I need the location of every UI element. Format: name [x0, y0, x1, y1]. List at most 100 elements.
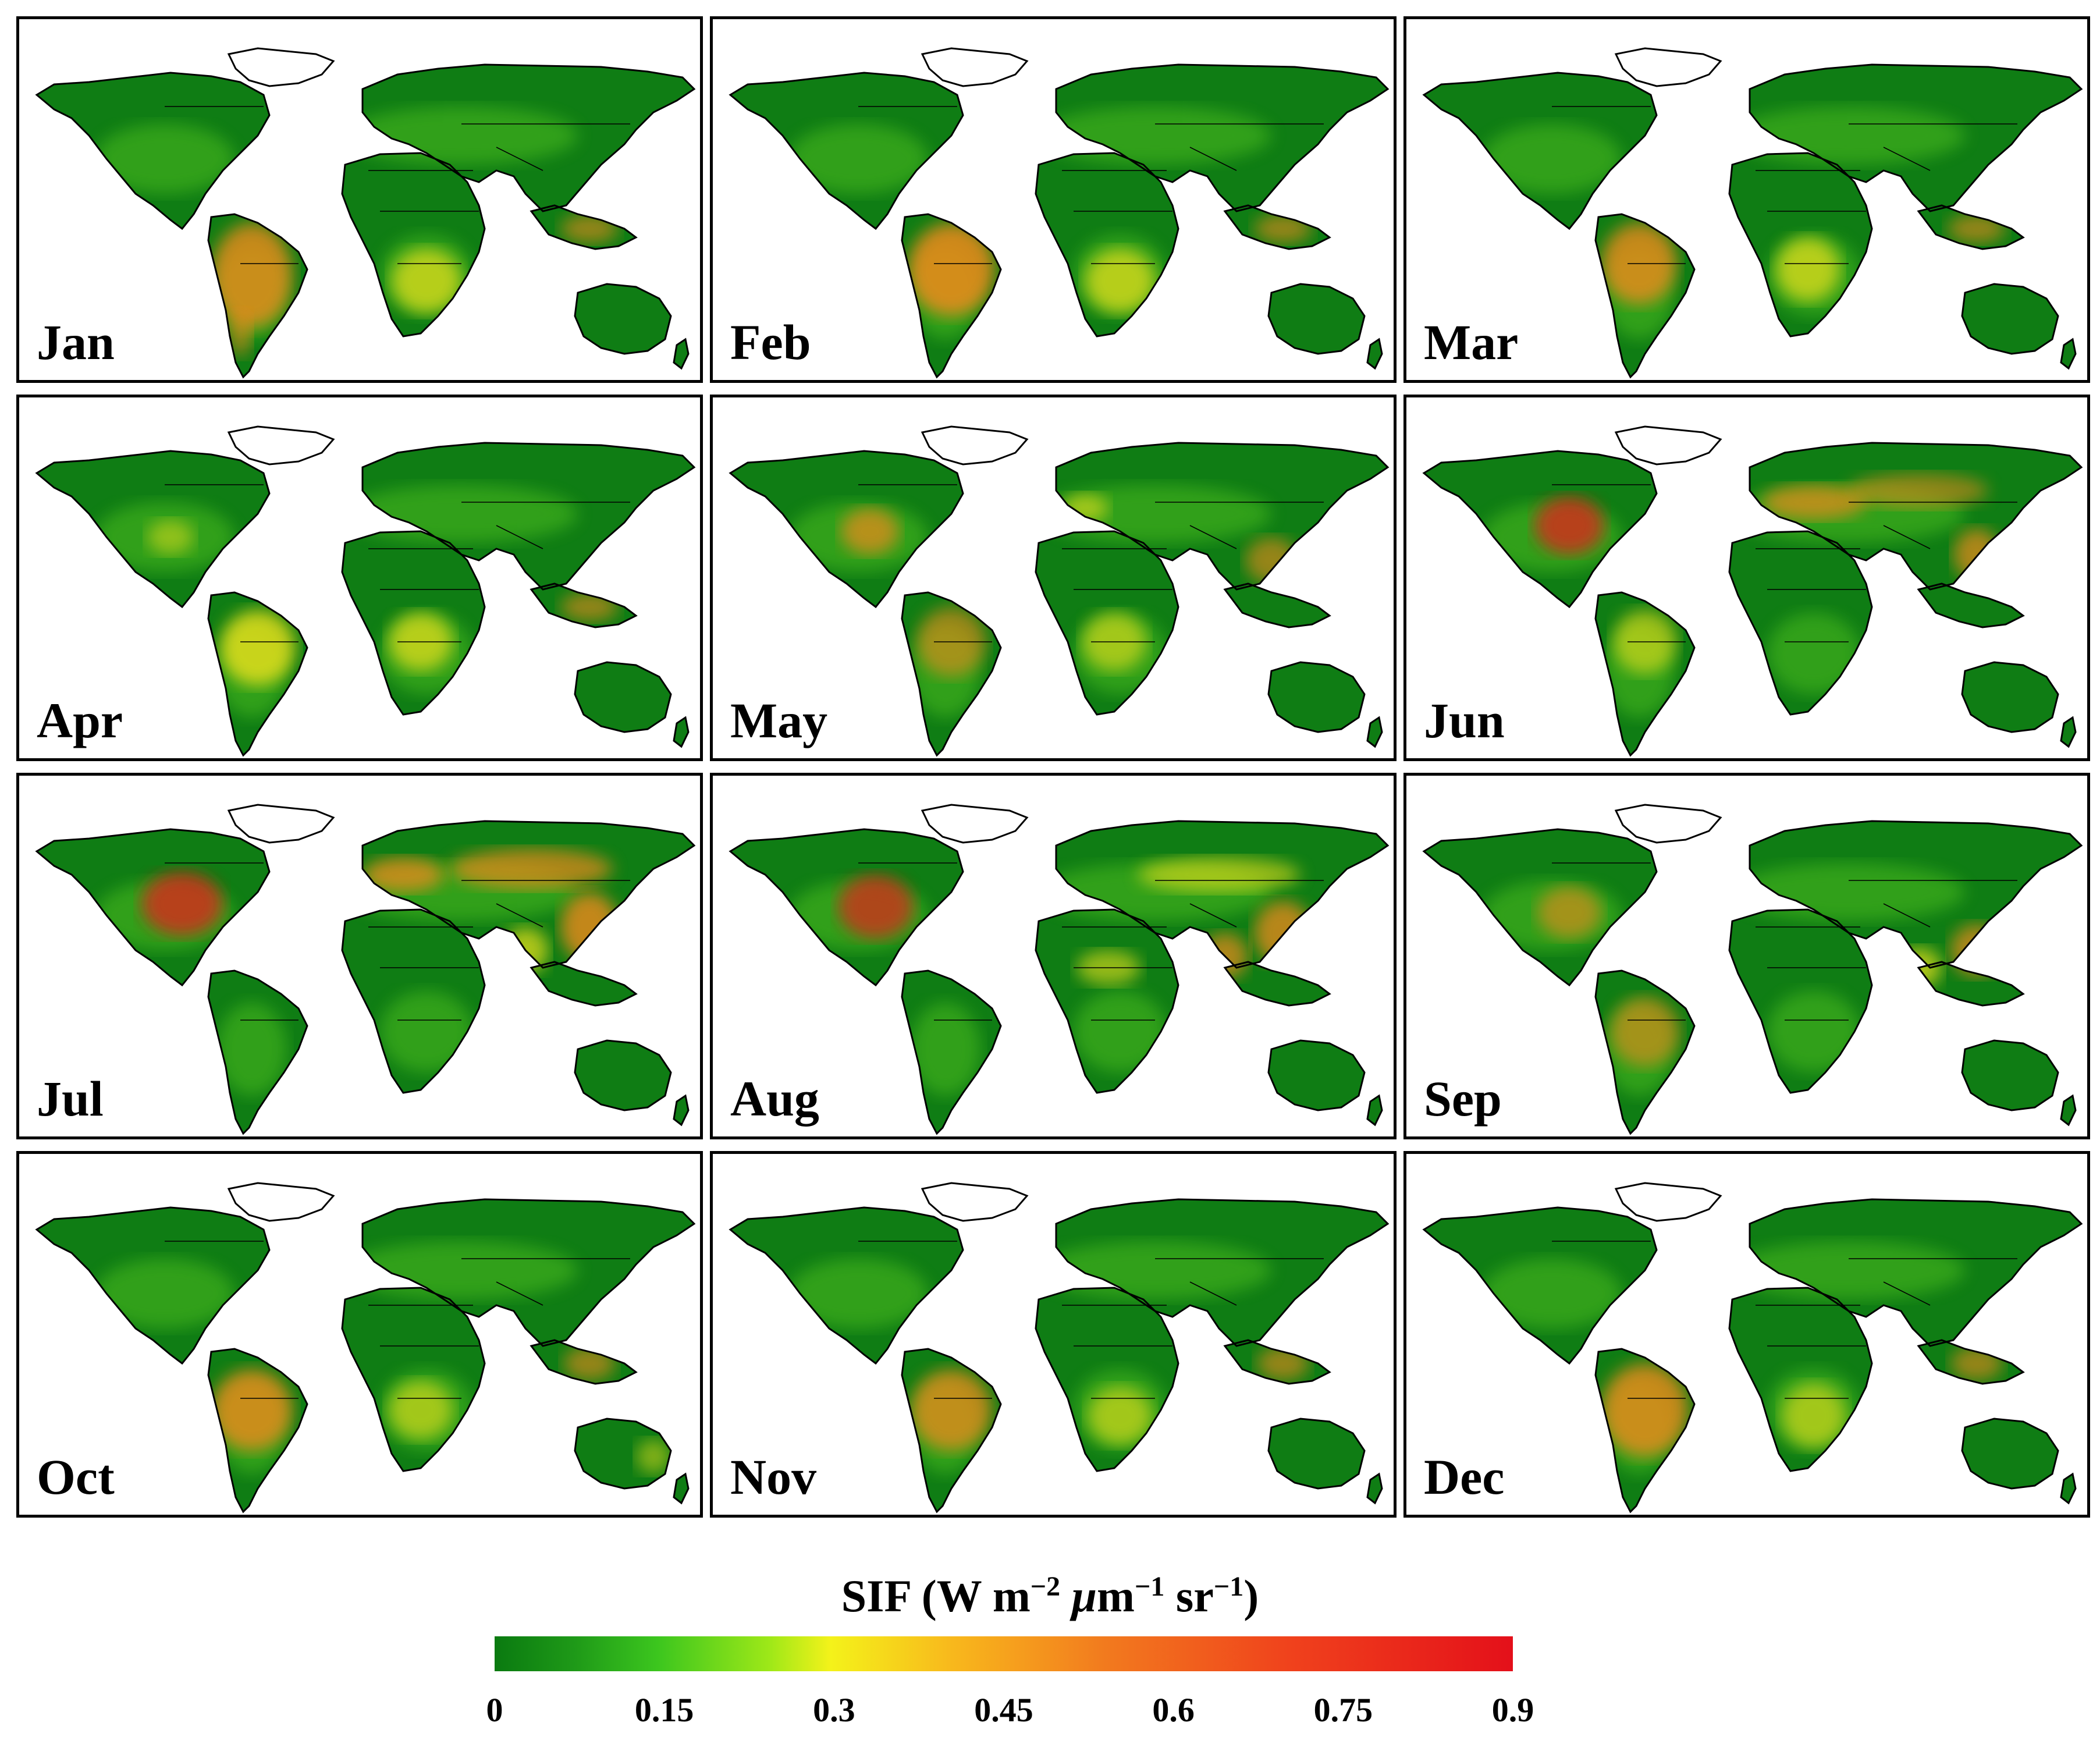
world-map: [1422, 47, 2083, 379]
map-panel-jan: Jan: [16, 16, 703, 383]
europeAsia-outline: [1055, 1198, 1390, 1347]
seAsia-landmass: [1918, 584, 2023, 627]
northAmerica-outline: [1422, 72, 1658, 230]
sif-region: [345, 485, 578, 543]
sif-hotspot: [560, 592, 619, 621]
australia-outline: [1267, 661, 1366, 733]
month-label: Aug: [730, 1071, 819, 1127]
sif-hotspot: [363, 857, 444, 892]
europeAsia-outline: [361, 63, 696, 212]
sif-region: [788, 124, 928, 194]
country-border: [496, 1281, 543, 1306]
seAsia-landmass: [1918, 962, 2023, 1006]
sif-hotspot: [560, 214, 619, 243]
africa-outline: [341, 530, 486, 716]
southAmerica-outline: [207, 1348, 308, 1514]
sif-region: [1039, 485, 1271, 543]
seAsia-outline: [1223, 1339, 1331, 1385]
sif-hotspot: [1534, 496, 1604, 555]
colorbar-tick-label: 0.3: [813, 1691, 855, 1729]
newZealand-outline: [2060, 338, 2077, 370]
sif-hotspot: [229, 310, 252, 357]
africa-outline: [341, 152, 486, 338]
sif-hotspot: [450, 848, 613, 889]
seAsia-outline: [1917, 204, 2025, 250]
sif-region: [345, 106, 578, 165]
month-label: May: [730, 692, 828, 748]
sif-region: [1732, 106, 1965, 165]
greenland-outline: [1614, 1182, 1722, 1222]
australia-outline: [1961, 1418, 2059, 1490]
europeAsia-outline: [1055, 63, 1390, 212]
australia-outline: [574, 661, 672, 733]
africa-outline: [1728, 908, 1873, 1094]
newZealand-outline: [2060, 1472, 2077, 1505]
sif-region: [380, 991, 473, 1072]
newZealand-outline: [1366, 338, 1383, 370]
country-border: [1189, 903, 1237, 928]
map-panel-apr: Apr: [16, 395, 703, 761]
southAmerica-outline: [207, 969, 308, 1135]
africa-outline: [341, 1287, 486, 1472]
australia-landmass: [1962, 1419, 2058, 1489]
australia-outline: [1267, 1418, 1366, 1490]
colorbar-tick-label: 0.9: [1491, 1691, 1534, 1729]
country-border: [1883, 903, 1931, 928]
newZealand-outline: [1366, 716, 1383, 748]
africa-outline: [1728, 152, 1873, 338]
seAsia-outline: [1223, 961, 1331, 1007]
map-panel-jul: Jul: [16, 773, 703, 1139]
southAmerica-outline: [207, 591, 308, 757]
seAsia-outline: [1917, 582, 2025, 628]
southAmerica-outline: [1594, 1348, 1696, 1514]
sif-hotspot: [147, 520, 194, 555]
sif-hotspot: [1537, 886, 1601, 939]
month-label: Dec: [1424, 1449, 1505, 1505]
country-border: [496, 525, 543, 549]
map-panel-sep: Sep: [1403, 773, 2090, 1139]
month-label: Jan: [37, 314, 115, 370]
seAsia-outline: [1917, 961, 2025, 1007]
greenland-landmass: [922, 805, 1027, 843]
southAmerica-outline: [901, 1348, 1002, 1514]
greenland-landmass: [922, 1183, 1027, 1221]
australia-outline: [1267, 283, 1366, 355]
europeAsia-outline: [1055, 442, 1390, 591]
sif-region: [1482, 1259, 1622, 1328]
month-label: Oct: [37, 1449, 115, 1505]
map-grid: Jan Feb Mar Apr May Jun Jul Aug Sep Oct Nov Dec: [16, 16, 2090, 1518]
sif-hotspot: [211, 223, 293, 328]
seAsia-outline: [530, 1339, 638, 1385]
month-label: Nov: [730, 1449, 817, 1505]
world-map: [1422, 1182, 2083, 1514]
country-border: [1883, 525, 1931, 549]
australia-outline: [1961, 661, 2059, 733]
sif-hotspot: [560, 892, 619, 962]
sif-region: [1732, 1241, 1965, 1299]
world-map: [729, 1182, 1390, 1514]
europeAsia-outline: [1749, 63, 2083, 212]
sif-hotspot: [141, 872, 223, 936]
sif-region: [95, 124, 234, 194]
europeAsia-outline: [1749, 820, 2083, 969]
sif-intensity-layer: [788, 485, 1298, 717]
europeAsia-outline: [361, 1198, 696, 1347]
greenland-landmass: [1616, 427, 1721, 464]
africa-outline: [1728, 530, 1873, 716]
australia-landmass: [1268, 1040, 1365, 1110]
greenland-landmass: [229, 427, 333, 464]
greenland-outline: [1614, 425, 1722, 466]
seAsia-outline: [530, 204, 638, 250]
southAmerica-outline: [901, 969, 1002, 1135]
sif-hotspot: [841, 508, 899, 555]
newZealand-outline: [2060, 1094, 2077, 1127]
sif-hotspot: [1948, 214, 2006, 243]
map-panel-dec: Dec: [1403, 1151, 2090, 1518]
sif-region: [1039, 1241, 1271, 1299]
seAsia-landmass: [1225, 584, 1330, 627]
sif-region: [1767, 991, 1860, 1072]
world-map: [729, 804, 1390, 1135]
country-border: [1883, 1281, 1931, 1306]
northAmerica-outline: [1422, 450, 1658, 609]
map-panel-mar: Mar: [1403, 16, 2090, 383]
